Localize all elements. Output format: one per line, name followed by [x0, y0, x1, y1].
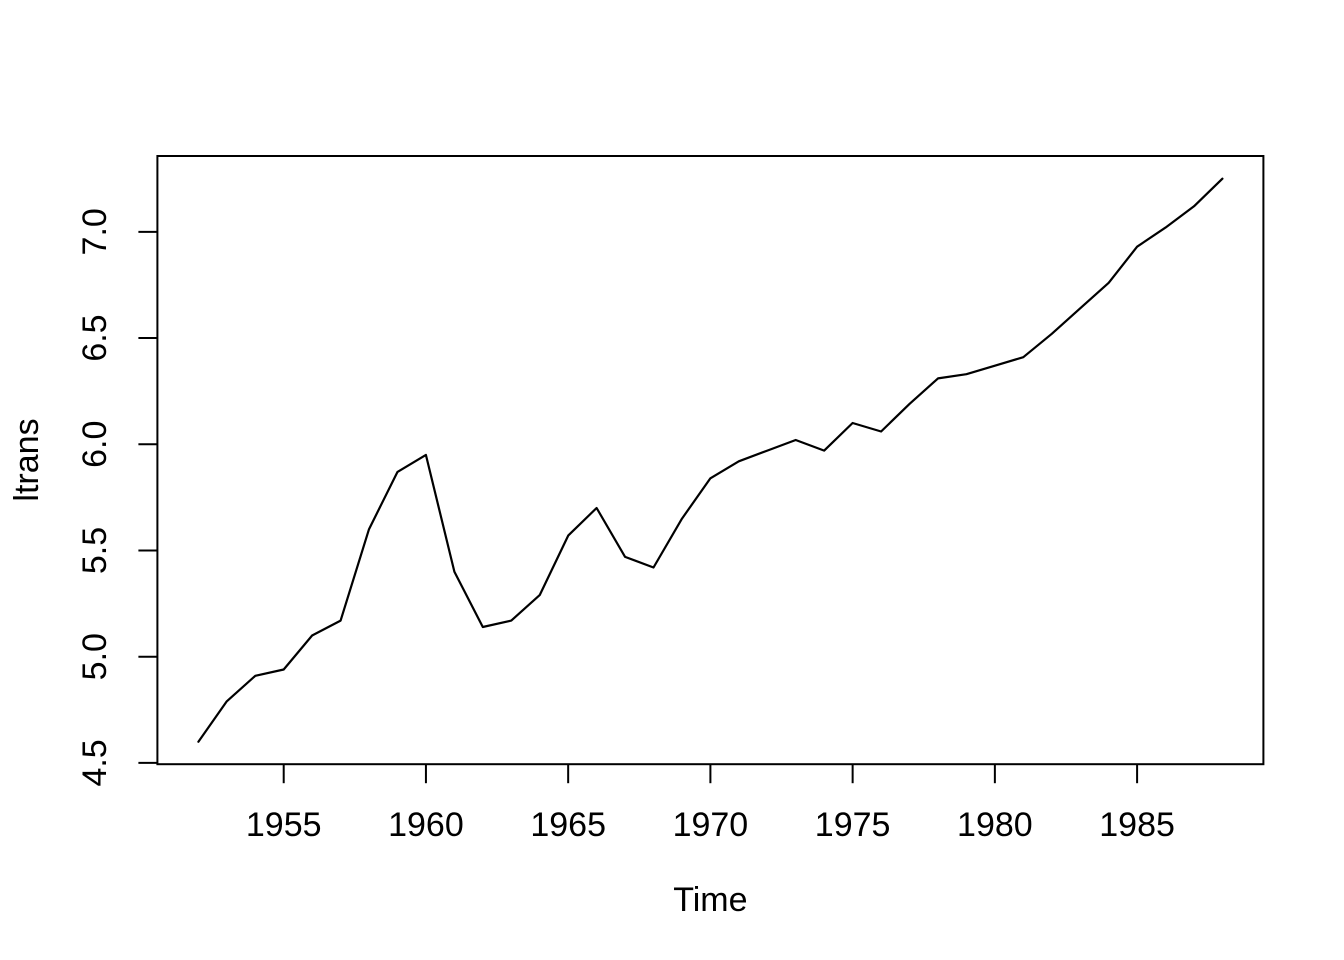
y-tick-label: 7.0 — [76, 208, 114, 255]
x-axis-title: Time — [673, 881, 747, 919]
x-tick-label: 1980 — [957, 806, 1033, 844]
y-axis-tick-labels: 4.5 5.0 5.5 6.0 6.5 7.0 — [76, 208, 114, 786]
y-tick-label: 4.5 — [76, 739, 114, 786]
plot-box — [156, 155, 1265, 766]
y-tick-label: 6.5 — [76, 314, 114, 361]
x-axis-ticks — [282, 764, 1139, 784]
x-tick-label: 1985 — [1099, 806, 1175, 844]
y-axis-title: ltrans — [8, 418, 46, 501]
x-axis-tick-labels: 1955 1960 1965 1970 1975 1980 1985 — [246, 806, 1175, 844]
y-tick-label: 5.0 — [76, 633, 114, 680]
x-tick-label: 1960 — [388, 806, 464, 844]
x-tick-label: 1970 — [673, 806, 749, 844]
x-tick-label: 1965 — [530, 806, 606, 844]
x-tick-label: 1975 — [815, 806, 891, 844]
y-tick-label: 5.5 — [76, 527, 114, 574]
y-axis-ticks — [138, 230, 158, 764]
y-tick-label: 6.0 — [76, 421, 114, 468]
ltrans-series-line — [197, 177, 1224, 743]
x-tick-label: 1955 — [246, 806, 322, 844]
